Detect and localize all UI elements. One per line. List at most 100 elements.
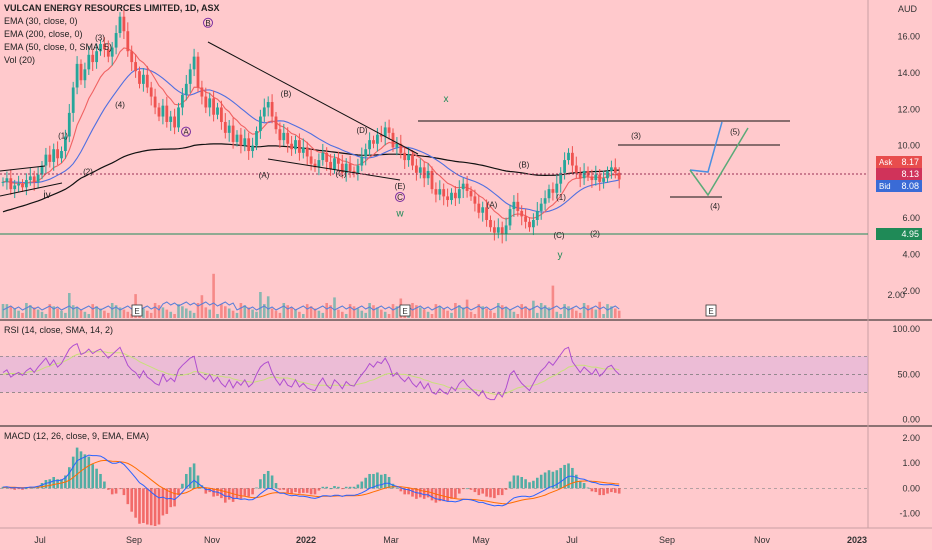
candle-body <box>161 105 165 117</box>
macd-histogram-bar <box>270 475 274 489</box>
volume-bar <box>383 311 387 318</box>
chart-title[interactable]: VULCAN ENERGY RESOURCES LIMITED, 1D, ASX <box>4 3 220 13</box>
macd-histogram-bar <box>9 488 13 490</box>
candle-body <box>368 140 371 150</box>
macd-histogram-bar <box>25 488 28 490</box>
legend-rsi[interactable]: RSI (14, close, SMA, 14, 2) <box>4 325 114 335</box>
candle-body <box>512 201 516 210</box>
macd-histogram-bar <box>543 472 547 489</box>
volume-bar <box>107 312 110 318</box>
candle-body <box>344 163 348 173</box>
candle-body <box>528 221 531 228</box>
macd-histogram-bar <box>325 486 328 489</box>
volume-bar <box>516 314 520 318</box>
projection-path-alt <box>689 127 749 197</box>
legend-ema50[interactable]: EMA (50, close, 0, SMA, 5) <box>4 42 113 52</box>
macd-histogram-bar <box>142 488 145 523</box>
macd-histogram-bar <box>344 486 348 489</box>
macd-histogram-bar <box>356 484 360 489</box>
macd-histogram-bar <box>598 488 601 496</box>
macd-histogram-bar <box>528 482 531 489</box>
bid-price: 8.08 <box>901 181 919 191</box>
macd-histogram-bar <box>606 488 609 494</box>
candle-body <box>145 74 149 88</box>
volume-bar <box>52 306 55 318</box>
candle-body <box>184 83 188 95</box>
candle-body <box>196 56 200 88</box>
candle-body <box>333 158 336 170</box>
rsi-pane <box>0 343 868 401</box>
macd-histogram-bar <box>469 488 473 490</box>
legend-ema30[interactable]: EMA (30, close, 0) <box>4 16 78 26</box>
legend-vol[interactable]: Vol (20) <box>4 55 36 65</box>
candle-body <box>36 174 40 182</box>
candle-body <box>438 189 442 195</box>
macd-histogram-bar <box>383 473 387 489</box>
macd-histogram-bar <box>309 488 313 495</box>
macd-histogram-bar <box>477 488 481 496</box>
candle-body <box>442 189 446 197</box>
volume-bar <box>493 312 496 318</box>
candle-body <box>243 138 247 146</box>
wave-label: (C) <box>335 169 346 178</box>
candle-body <box>590 176 594 181</box>
volume-bar <box>387 314 391 318</box>
candle-body <box>28 176 32 181</box>
grid <box>0 0 932 529</box>
volume-bar <box>173 314 176 318</box>
volume-bar <box>29 305 32 318</box>
macd-histogram-bar <box>337 486 340 489</box>
macd-histogram-bar <box>13 488 16 490</box>
legend-ema200[interactable]: EMA (200, close, 0) <box>4 29 83 39</box>
volume-bar <box>578 312 582 318</box>
macd-histogram-bar <box>348 486 352 489</box>
volume-bar <box>263 304 266 318</box>
candle-body <box>567 152 570 161</box>
macd-histogram-bar <box>91 464 94 489</box>
candle-body <box>75 63 79 88</box>
volume-bar <box>302 314 305 318</box>
earnings-marker <box>399 304 411 317</box>
volume-bar <box>364 312 367 318</box>
volume-bar <box>126 311 130 318</box>
candle-body <box>169 116 173 122</box>
volume-bar <box>212 273 215 318</box>
candle-body <box>403 152 407 161</box>
macd-histogram-bar <box>114 488 118 494</box>
candle-body <box>430 170 434 190</box>
macd-histogram-bar <box>520 477 523 489</box>
volume-bar <box>524 306 527 318</box>
macd-histogram-bar <box>274 483 278 489</box>
wave-label: (2) <box>83 168 93 177</box>
legend-macd[interactable]: MACD (12, 26, close, 9, EMA, EMA) <box>4 431 150 441</box>
macd-histogram-bar <box>578 480 582 489</box>
volume-bar <box>239 303 243 318</box>
macd-histogram-bar <box>255 487 258 489</box>
candle-body <box>114 33 118 48</box>
volume-bar <box>380 309 383 318</box>
macd-histogram-bar <box>95 468 98 489</box>
price-tick-label: 4.00 <box>902 249 920 259</box>
volume-bar <box>594 309 598 318</box>
ema50-line <box>2 68 620 213</box>
volume-bar <box>118 307 122 318</box>
candle-body <box>52 149 56 162</box>
volume-bar <box>95 306 98 318</box>
macd-histogram-bar <box>387 477 391 489</box>
macd-histogram-bar <box>364 477 367 489</box>
macd-histogram-bar <box>368 473 371 489</box>
macd-histogram-bar <box>586 487 590 489</box>
wave-label: (3) <box>95 33 105 42</box>
candle-body <box>266 102 270 108</box>
volume-bar <box>547 307 551 318</box>
macd-histogram-bar <box>489 488 492 498</box>
wave-label: (D) <box>356 126 367 135</box>
volume-bar <box>243 305 247 318</box>
volume-bar <box>333 297 336 318</box>
macd-histogram-bar <box>481 488 484 494</box>
candle-body <box>56 149 59 159</box>
macd-histogram-bar <box>21 488 24 490</box>
candle-body <box>321 152 325 161</box>
macd-histogram-bar <box>231 488 235 502</box>
